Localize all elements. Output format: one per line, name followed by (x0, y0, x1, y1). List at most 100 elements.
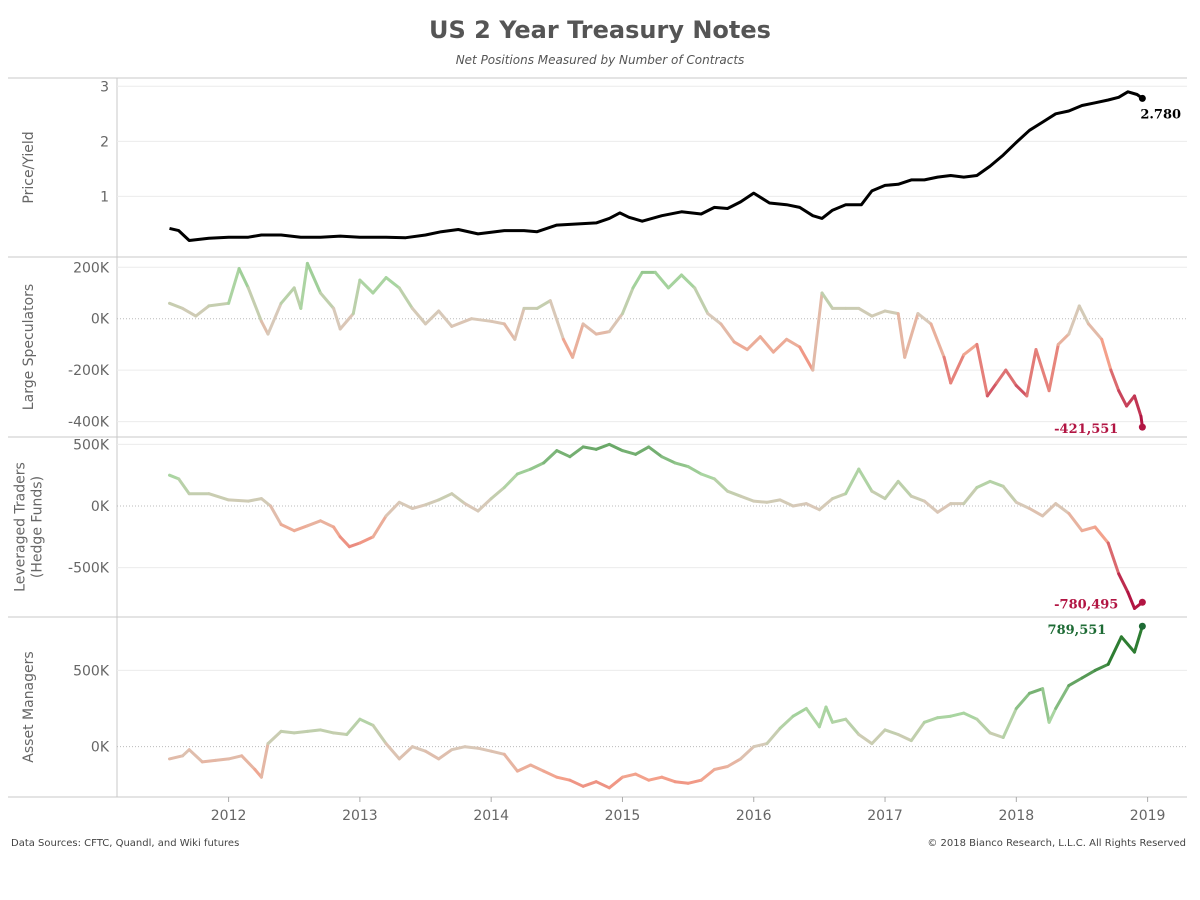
asset_managers-series-segment (594, 780, 611, 790)
leveraged_traders-series-segment (975, 479, 992, 489)
asset_managers-series-segment (988, 731, 1005, 739)
asset_managers-series-segment (581, 780, 598, 788)
large_speculators-series-segment (631, 270, 644, 290)
leveraged_traders-series-segment (227, 498, 250, 503)
large_speculators-series-segment (1100, 337, 1113, 372)
large_speculators-y-tick-label: -200K (68, 363, 110, 379)
asset_managers-series-segment (791, 707, 808, 718)
price-y-tick-label: 2 (100, 134, 109, 150)
large_speculators-axis-label: Large Speculators (21, 284, 37, 410)
leveraged_traders-series-segment (594, 442, 611, 451)
asset_managers-series-segment (699, 768, 716, 782)
leveraged_traders-series-segment (909, 494, 926, 503)
x-tick-label: 2015 (605, 808, 641, 824)
large_speculators-series-segment (771, 337, 789, 354)
asset_managers-series-segment (1014, 691, 1031, 710)
x-tick-label: 2016 (736, 808, 772, 824)
asset_managers-axis-label: Asset Managers (21, 651, 37, 762)
asset_managers-series-segment (936, 714, 953, 720)
copyright-note: © 2018 Bianco Research, L.L.C. All Right… (927, 838, 1186, 849)
asset_managers-series-segment (200, 758, 217, 764)
asset_managers-series-segment (266, 729, 283, 746)
asset_managers-series-segment (883, 728, 900, 736)
price-axis-label: Price/Yield (21, 131, 37, 203)
large_speculators-series-segment (1133, 394, 1143, 418)
asset_managers-series-segment (660, 775, 677, 784)
large_speculators-series-segment (594, 330, 611, 336)
asset_managers-series-segment (647, 775, 664, 782)
chart-subtitle: Net Positions Measured by Number of Cont… (455, 53, 745, 67)
leveraged_traders-series-segment (791, 502, 808, 508)
leveraged_traders-series-segment (358, 535, 375, 545)
asset_managers-series-segment (1001, 707, 1018, 739)
asset_managers-series-segment (817, 705, 828, 729)
asset_managers-series-segment (673, 780, 690, 785)
leveraged_traders-series-segment (269, 504, 283, 526)
large_speculators-series-segment (292, 286, 303, 310)
price-end-point (1138, 94, 1146, 102)
large_speculators-series-segment (1056, 332, 1071, 346)
large_speculators-series-segment (489, 319, 506, 326)
large_speculators-series-segment (437, 309, 454, 328)
large_speculators-series-segment (719, 322, 736, 344)
leveraged_traders-axis-label: (Hedge Funds) (30, 476, 46, 578)
leveraged_traders-series-segment (384, 500, 401, 518)
leveraged_traders-series-segment (726, 489, 743, 498)
large_speculators-y-tick-label: 0K (91, 312, 110, 328)
leveraged_traders-series-segment (1041, 502, 1058, 518)
large_speculators-series-segment (571, 322, 585, 359)
large_speculators-series-segment (798, 345, 815, 372)
large_speculators-series-segment (811, 291, 824, 372)
large_speculators-series-segment (535, 299, 552, 310)
large_speculators-series-segment (693, 286, 710, 316)
asset_managers-series-segment (1028, 687, 1045, 695)
large_speculators-series-segment (581, 322, 598, 336)
asset_managers-series-segment (621, 772, 638, 779)
asset_managers-series-segment (424, 749, 441, 761)
x-tick-label: 2019 (1130, 808, 1166, 824)
leveraged_traders-series-segment (660, 455, 677, 465)
asset_managers-series-segment (1106, 635, 1123, 666)
large_speculators-y-tick-label: -400K (68, 415, 110, 431)
large_speculators-series-segment (929, 322, 946, 359)
leveraged_traders-series-segment (177, 477, 191, 496)
large_speculators-end-point (1138, 423, 1146, 431)
leveraged_traders-series-segment (844, 467, 861, 496)
large_speculators-series-segment (1087, 322, 1104, 341)
large_speculators-series-segment (975, 342, 989, 398)
large_speculators-series-segment (995, 368, 1008, 385)
price-end-label: 2.780 (1140, 107, 1181, 122)
asset_managers-series-segment (168, 754, 185, 761)
leveraged_traders-series-segment (962, 486, 979, 506)
large_speculators-series-segment (259, 319, 270, 336)
leveraged_traders-series-segment (778, 498, 795, 508)
asset_managers-series-segment (397, 745, 414, 761)
large_speculators-series-segment (1025, 348, 1038, 398)
large_speculators-series-segment (561, 337, 575, 359)
asset_managers-series-segment (686, 778, 703, 785)
leveraged_traders-y-tick-label: -500K (68, 561, 110, 577)
leveraged_traders-series-segment (1117, 572, 1130, 594)
asset_managers-series-segment (831, 717, 848, 724)
leveraged_traders-series-segment (1001, 484, 1018, 504)
asset_managers-series-segment (292, 729, 309, 735)
asset_managers-series-segment (450, 745, 467, 752)
asset_managers-series-segment (824, 705, 834, 724)
large_speculators-series-segment (916, 312, 933, 326)
leveraged_traders-series-segment (476, 497, 493, 513)
asset_managers-series-segment (634, 772, 651, 782)
large_speculators-series-segment (207, 301, 231, 308)
leveraged_traders-series-segment (246, 497, 263, 503)
large_speculators-series-segment (785, 337, 802, 349)
leveraged_traders-series-segment (397, 500, 414, 510)
leveraged_traders-series-segment (332, 525, 342, 539)
asset_managers-series-segment (607, 775, 624, 790)
asset_managers-series-segment (305, 728, 322, 733)
asset_managers-series-segment (240, 754, 257, 771)
large_speculators-series-segment (896, 312, 907, 359)
large_speculators-series-segment (745, 335, 762, 352)
asset_managers-series-segment (726, 757, 743, 768)
asset_managers-series-segment (568, 778, 585, 788)
large_speculators-series-segment (548, 299, 565, 341)
x-tick-label: 2018 (999, 808, 1035, 824)
